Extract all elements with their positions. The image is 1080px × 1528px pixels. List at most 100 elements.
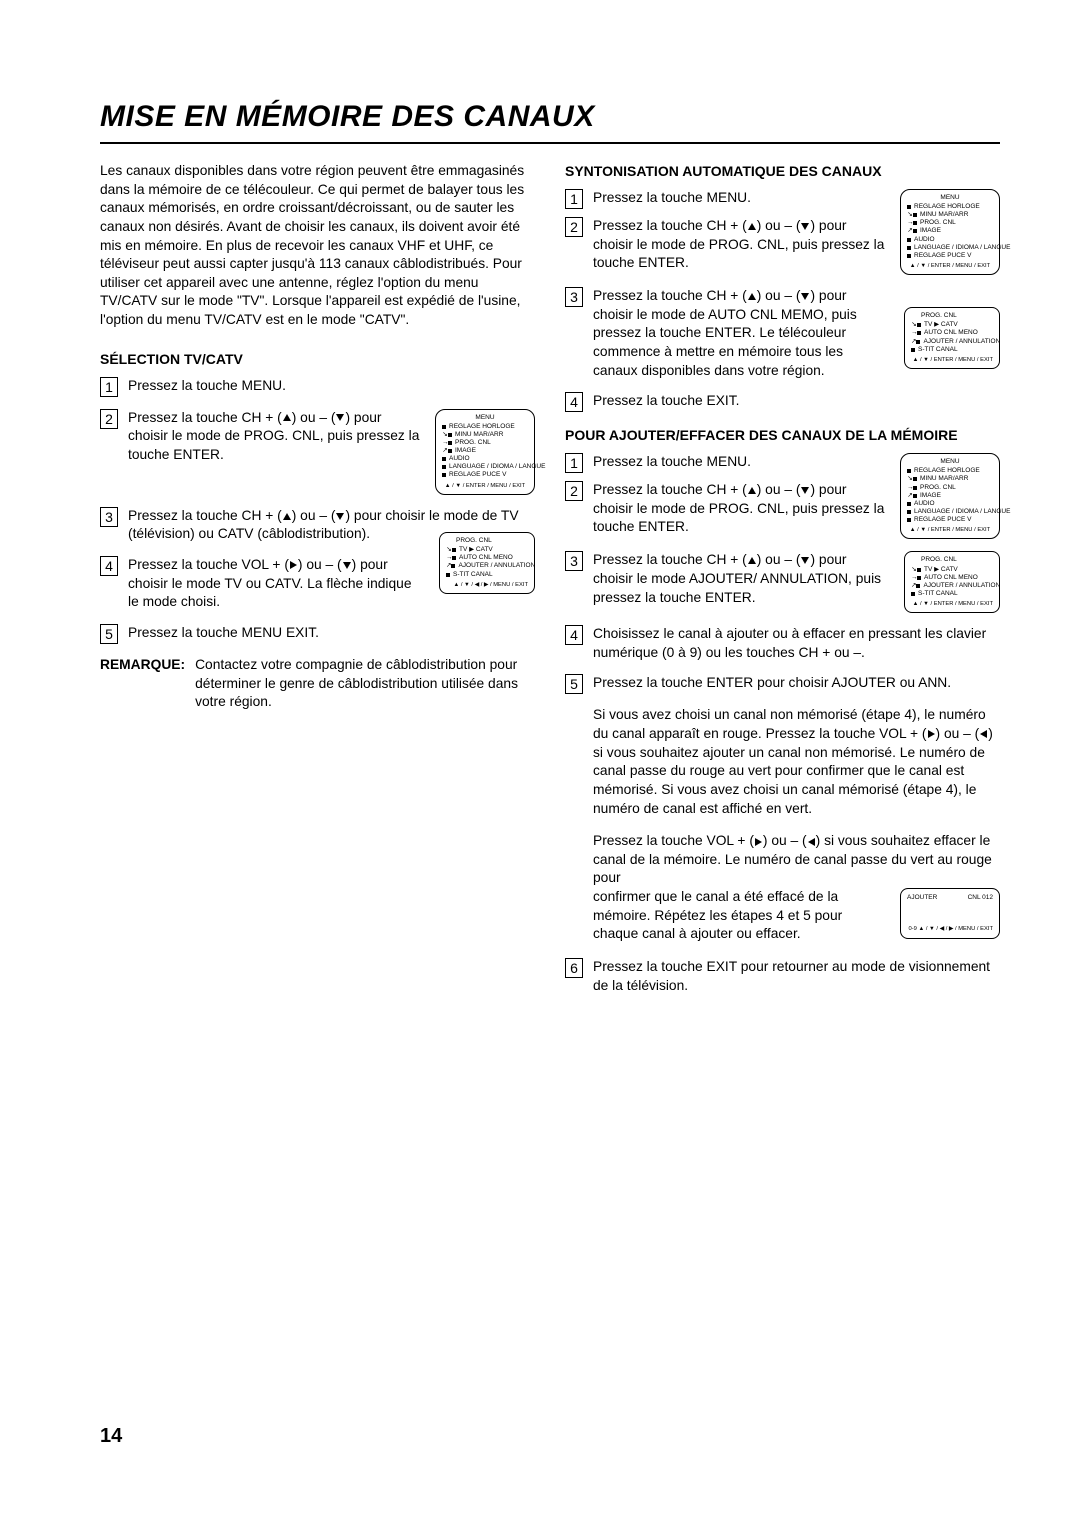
- step-text: Pressez la touche EXIT.: [593, 392, 1000, 411]
- add-step-3: 3 Pressez la touche CH + () ou – () pour…: [565, 551, 1000, 613]
- menu-title: PROG. CNL: [911, 312, 993, 320]
- step-number: 1: [100, 377, 118, 397]
- auto-step-1-2: 1 Pressez la touche MENU. 2 Pressez la t…: [565, 189, 1000, 275]
- step-text: Pressez la touche CH + () ou – () pour c…: [593, 287, 890, 380]
- menu-item: REGLAGE PUCE V: [449, 471, 506, 479]
- menu-item: PROG. CNL: [920, 219, 956, 227]
- menu-item: MINU MAR/ARR: [920, 211, 968, 219]
- left-step-2-row: 2 Pressez la touche CH + () ou – () pour…: [100, 409, 535, 495]
- add-step-6: 6 Pressez la touche EXIT pour retourner …: [565, 958, 1000, 995]
- step-number: 2: [100, 409, 118, 429]
- menu-item: TV ▶ CATV: [924, 566, 958, 574]
- step-text: Pressez la touche CH + () ou – () pour c…: [593, 551, 890, 607]
- step-text: Choisissez le canal à ajouter ou à effac…: [593, 625, 1000, 662]
- menu-footer: ▲ / ▼ / ◀ / ▶ / MENU / EXIT: [446, 582, 528, 589]
- menu-footer: ▲ / ▼ / ENTER / MENU / EXIT: [907, 527, 993, 534]
- remark-text: Contactez votre compagnie de câblodistri…: [195, 656, 535, 712]
- page-title: MISE EN MÉMOIRE DES CANAUX: [100, 100, 1000, 144]
- menu-item: TV ▶ CATV: [924, 321, 958, 329]
- body-5a: Si vous avez choisi un canal non mémoris…: [565, 706, 1000, 818]
- menu-box-main: MENU REGLAGE HORLOGE ↘MINU MAR/ARR →PROG…: [900, 189, 1000, 275]
- step-text: Pressez la touche CH + () ou – () pour c…: [593, 217, 886, 273]
- step-number: 4: [565, 392, 583, 412]
- remark: REMARQUE: Contactez votre compagnie de c…: [100, 656, 535, 712]
- page-number: 14: [100, 1425, 122, 1448]
- menu-box-prog: PROG. CNL ↘TV ▶ CATV →AUTO CNL MENO ↗AJO…: [904, 307, 1000, 369]
- menu-item: S-TIT CANAL: [453, 571, 493, 579]
- body-5b-pre: Pressez la touche VOL + () ou – () si vo…: [593, 832, 1000, 888]
- menu-item: LANGUAGE / IDIOMA / LANGUE: [914, 508, 1010, 516]
- page: MISE EN MÉMOIRE DES CANAUX Les canaux di…: [0, 0, 1080, 1528]
- menu-item: AUDIO: [449, 455, 470, 463]
- menu-footer: ▲ / ▼ / ENTER / MENU / EXIT: [911, 601, 993, 608]
- menu-item: REGLAGE HORLOGE: [914, 467, 980, 475]
- menu-item: AUDIO: [914, 236, 935, 244]
- step-text: Pressez la touche MENU.: [593, 189, 886, 208]
- step-number: 5: [565, 674, 583, 694]
- add-step-1-2: 1 Pressez la touche MENU. 2 Pressez la t…: [565, 453, 1000, 539]
- menu-box-prog: PROG. CNL ↘TV ▶ CATV →AUTO CNL MENO ↗AJO…: [439, 532, 535, 594]
- step-text: Pressez la touche CH + () ou – () pour c…: [128, 409, 421, 465]
- left-step-4-row: 4 Pressez la touche VOL + () ou – () pou…: [100, 556, 535, 612]
- menu-box-prog: PROG. CNL ↘TV ▶ CATV →AUTO CNL MENO ↗AJO…: [904, 551, 1000, 613]
- step-number: 2: [565, 217, 583, 237]
- ajouter-box: AJOUTER CNL 012 0-9 ▲ / ▼ / ◀ / ▶ / MENU…: [900, 888, 1000, 939]
- menu-title: MENU: [907, 194, 993, 202]
- step-number: 1: [565, 189, 583, 209]
- menu-item: IMAGE: [920, 227, 941, 235]
- menu-item: AUDIO: [914, 500, 935, 508]
- step-text: Pressez la touche EXIT pour retourner au…: [593, 958, 1000, 995]
- menu-item: LANGUAGE / IDIOMA / LANGUE: [449, 463, 545, 471]
- step-number: 4: [100, 556, 118, 576]
- step-number: 3: [100, 507, 118, 527]
- remark-label: REMARQUE:: [100, 656, 185, 712]
- menu-item: LANGUAGE / IDIOMA / LANGUE: [914, 244, 1010, 252]
- step-number: 1: [565, 453, 583, 473]
- step-number: 4: [565, 625, 583, 645]
- step-text: Pressez la touche ENTER pour choisir AJO…: [593, 674, 1000, 693]
- menu-item: AUTO CNL MENO: [459, 554, 513, 562]
- columns: Les canaux disponibles dans votre région…: [100, 162, 1000, 1007]
- step-text: Pressez la touche MENU EXIT.: [128, 624, 535, 643]
- menu-footer: ▲ / ▼ / ENTER / MENU / EXIT: [911, 357, 993, 364]
- menu-item: IMAGE: [455, 447, 476, 455]
- auto-step-3: 3 Pressez la touche CH + () ou – () pour…: [565, 287, 1000, 380]
- step-text: Pressez la touche MENU.: [128, 377, 535, 396]
- body-5b-post: confirmer que le canal a été effacé de l…: [593, 888, 886, 944]
- menu-item: S-TIT CANAL: [918, 590, 958, 598]
- menu-title: PROG. CNL: [911, 556, 993, 564]
- step-number: 3: [565, 287, 583, 307]
- step-number: 2: [565, 481, 583, 501]
- menu-item: IMAGE: [920, 492, 941, 500]
- menu-title: MENU: [442, 414, 528, 422]
- menu-title: MENU: [907, 458, 993, 466]
- menu-item: PROG. CNL: [920, 484, 956, 492]
- auto-step-4: 4 Pressez la touche EXIT.: [565, 392, 1000, 412]
- heading-add: POUR AJOUTER/EFFACER DES CANAUX DE LA MÉ…: [565, 426, 1000, 445]
- menu-item: AUTO CNL MENO: [924, 329, 978, 337]
- left-column: Les canaux disponibles dans votre région…: [100, 162, 535, 1007]
- menu-item: AJOUTER / ANNULATION: [923, 582, 1000, 590]
- step-text: Pressez la touche CH + () ou – () pour c…: [593, 481, 886, 537]
- right-column: SYNTONISATION AUTOMATIQUE DES CANAUX 1 P…: [565, 162, 1000, 1007]
- heading-auto: SYNTONISATION AUTOMATIQUE DES CANAUX: [565, 162, 1000, 181]
- cnl-label: CNL 012: [968, 894, 993, 903]
- menu-item: MINU MAR/ARR: [920, 475, 968, 483]
- menu-item: REGLAGE HORLOGE: [449, 423, 515, 431]
- left-step-1: 1 Pressez la touche MENU.: [100, 377, 535, 397]
- add-step-4: 4 Choisissez le canal à ajouter ou à eff…: [565, 625, 1000, 662]
- intro-text: Les canaux disponibles dans votre région…: [100, 162, 535, 330]
- step-number: 6: [565, 958, 583, 978]
- menu-footer: ▲ / ▼ / ENTER / MENU / EXIT: [442, 483, 528, 490]
- menu-item: TV ▶ CATV: [459, 546, 493, 554]
- step-text: Pressez la touche MENU.: [593, 453, 886, 472]
- menu-box-main: MENU REGLAGE HORLOGE ↘MINU MAR/ARR →PROG…: [435, 409, 535, 495]
- body-5b-wrap: Pressez la touche VOL + () ou – () si vo…: [565, 832, 1000, 944]
- menu-item: AJOUTER / ANNULATION: [458, 562, 535, 570]
- menu-item: REGLAGE PUCE V: [914, 516, 971, 524]
- menu-box-main: MENU REGLAGE HORLOGE ↘MINU MAR/ARR →PROG…: [900, 453, 1000, 539]
- menu-title: PROG. CNL: [446, 537, 528, 545]
- add-step-5: 5 Pressez la touche ENTER pour choisir A…: [565, 674, 1000, 694]
- menu-item: REGLAGE PUCE V: [914, 252, 971, 260]
- menu-item: AJOUTER / ANNULATION: [923, 338, 1000, 346]
